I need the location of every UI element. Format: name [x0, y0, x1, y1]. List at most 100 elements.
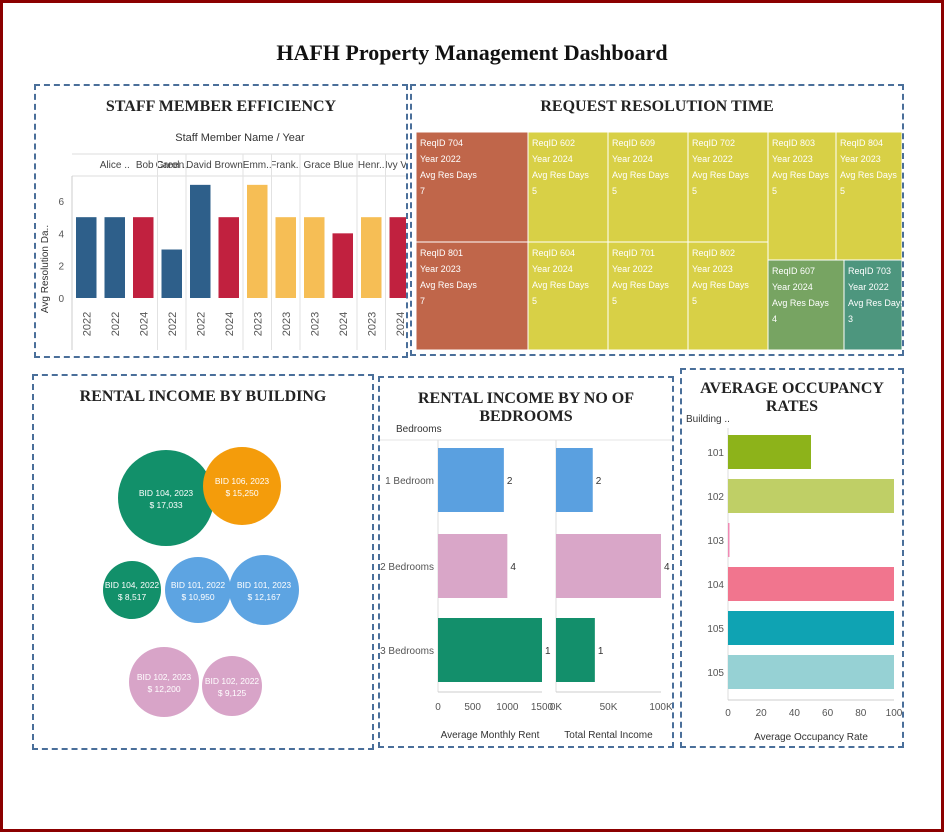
treemap-cell [835, 131, 902, 261]
treemap-cell [843, 259, 902, 351]
treemap-cell [767, 259, 845, 351]
staff-year-label: 2022 [167, 312, 179, 336]
treemap-days: 5 [612, 186, 617, 196]
staff-year-label: 2024 [224, 312, 236, 336]
treemap-req-id: ReqID 801 [420, 248, 463, 258]
bedrooms-bar [556, 448, 593, 512]
occupancy-category: 103 [707, 536, 724, 547]
treemap-avg-label: Avg Res Days [848, 298, 902, 308]
staff-group-label: Ivy Vi.. [385, 160, 406, 171]
bubble [118, 450, 214, 546]
treemap-avg-label: Avg Res Days [840, 170, 897, 180]
staff-year-label: 2023 [281, 312, 293, 336]
treemap-year: Year 2024 [612, 154, 653, 164]
staff-group-label: Bob Green [136, 160, 184, 171]
bubble-label: BID 104, 2022 [105, 580, 160, 590]
staff-group-label: Frank.. [270, 160, 301, 171]
bubble [129, 647, 199, 717]
treemap-days: 5 [532, 186, 537, 196]
staff-y-tick: 0 [58, 294, 64, 305]
bedrooms-x-label: Total Rental Income [564, 730, 653, 741]
treemap-req-id: ReqID 703 [848, 266, 891, 276]
staff-efficiency-panel: STAFF MEMBER EFFICIENCY Staff Member Nam… [34, 84, 408, 358]
treemap-year: Year 2023 [772, 154, 813, 164]
occupancy-x-tick: 0 [725, 708, 731, 719]
bubble-label: BID 106, 2023 [215, 476, 270, 486]
treemap-days: 5 [692, 296, 697, 306]
staff-y-label: Avg Resolution Da.. [40, 225, 51, 313]
staff-year-label: 2024 [395, 312, 406, 336]
staff-year-label: 2024 [138, 312, 150, 336]
occupancy-category: 104 [707, 580, 724, 591]
treemap-cell [527, 131, 609, 243]
bubble [202, 656, 262, 716]
treemap-avg-label: Avg Res Days [420, 170, 477, 180]
occupancy-bar [728, 479, 894, 513]
treemap-avg-label: Avg Res Days [420, 280, 477, 290]
occupancy-category: 105 [707, 624, 724, 635]
occupancy-x-label: Average Occupancy Rate [754, 732, 868, 743]
treemap-days: 3 [848, 314, 853, 324]
treemap-req-id: ReqID 702 [692, 138, 735, 148]
staff-bar [332, 233, 353, 298]
bedrooms-x-tick: 0K [550, 702, 563, 713]
staff-group-label: David Brown [186, 160, 243, 171]
treemap-cell [687, 241, 769, 351]
treemap-days: 5 [612, 296, 617, 306]
staff-group-label: Grace Blue [303, 160, 353, 171]
treemap-year: Year 2022 [848, 282, 889, 292]
bubble-value: $ 10,950 [181, 592, 214, 602]
bubble-label: BID 101, 2023 [237, 580, 292, 590]
treemap-year: Year 2023 [840, 154, 881, 164]
treemap-avg-label: Avg Res Days [532, 280, 589, 290]
treemap-days: 7 [420, 186, 425, 196]
treemap-cell [607, 241, 689, 351]
staff-efficiency-chart: Staff Member Name / Year 0 2 4 6 Avg Resoluti… [40, 132, 406, 350]
bedrooms-bar [438, 448, 504, 512]
treemap-year: Year 2022 [692, 154, 733, 164]
staff-bar [218, 217, 239, 298]
treemap-cell [415, 241, 529, 351]
treemap-year: Year 2024 [532, 154, 573, 164]
staff-year-label: 2022 [110, 312, 122, 336]
dashboard-title: HAFH Property Management Dashboard [276, 40, 668, 65]
staff-year-label: 2022 [195, 312, 207, 336]
treemap-avg-label: Avg Res Days [772, 298, 829, 308]
staff-bar [275, 217, 296, 298]
occupancy-bar [728, 523, 730, 557]
staff-bar [104, 217, 125, 298]
treemap-req-id: ReqID 803 [772, 138, 815, 148]
staff-bar [361, 217, 382, 298]
treemap-cell [527, 241, 609, 351]
staff-year-label: 2023 [309, 312, 321, 336]
occupancy-category: 105 [707, 668, 724, 679]
bedrooms-x-label: Average Monthly Rent [441, 730, 540, 741]
bubble [203, 447, 281, 525]
occupancy-x-tick: 20 [756, 708, 768, 719]
treemap-avg-label: Avg Res Days [532, 170, 589, 180]
occupancy-category: 102 [707, 492, 724, 503]
treemap-req-id: ReqID 607 [772, 266, 815, 276]
treemap-req-id: ReqID 609 [612, 138, 655, 148]
staff-year-label: 2023 [366, 312, 378, 336]
bubble [165, 557, 231, 623]
treemap-year: Year 2024 [772, 282, 813, 292]
bedrooms-row-header: Bedrooms [396, 424, 442, 435]
bedrooms-bar [438, 618, 542, 682]
treemap-year: Year 2023 [420, 264, 461, 274]
treemap-cell [687, 131, 769, 243]
staff-year-label: 2024 [338, 312, 350, 336]
treemap-avg-label: Avg Res Days [612, 170, 669, 180]
staff-group-label: Alice .. [100, 160, 130, 171]
treemap-days: 4 [772, 314, 777, 324]
request-resolution-panel: REQUEST RESOLUTION TIME ReqID 704 Year 20… [410, 84, 904, 356]
bubble-label: BID 102, 2023 [137, 672, 192, 682]
treemap-req-id: ReqID 804 [840, 138, 883, 148]
rental-building-bubbles: BID 104, 2023 $ 17,033 BID 106, 2023 $ 15,2… [103, 447, 299, 717]
treemap-year: Year 2022 [420, 154, 461, 164]
treemap-req-id: ReqID 802 [692, 248, 735, 258]
occupancy-title: AVERAGE OCCUPANCY RATES [700, 380, 884, 415]
staff-bar [76, 217, 97, 298]
staff-header: Staff Member Name / Year [175, 132, 305, 144]
rental-building-title: RENTAL INCOME BY BUILDING [79, 388, 327, 405]
